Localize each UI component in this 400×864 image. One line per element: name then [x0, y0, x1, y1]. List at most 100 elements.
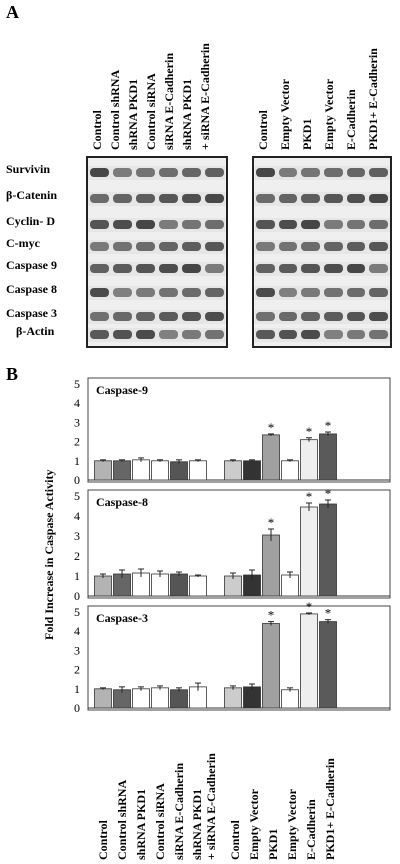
blot-band [324, 330, 343, 339]
blot-band [205, 264, 224, 273]
blot-band [90, 168, 109, 177]
blot-band [159, 330, 178, 339]
blot-row [88, 240, 226, 254]
bar [94, 575, 112, 597]
blot-band [324, 220, 343, 229]
blot-band [182, 312, 201, 321]
bar [243, 460, 261, 481]
y-tick-label: 3 [74, 643, 80, 657]
blot-band [301, 168, 320, 177]
protein-label: Caspase 8 [6, 282, 58, 296]
blot-band [346, 168, 366, 177]
bar [170, 461, 188, 481]
blot-band [159, 168, 178, 177]
protein-label: C-myc [6, 236, 40, 250]
blot-band [369, 330, 388, 339]
bar [281, 460, 299, 481]
bar [262, 434, 280, 481]
blot-band [136, 288, 155, 297]
blot-band [113, 168, 132, 177]
blot-row [88, 192, 226, 206]
blot-band [346, 220, 366, 229]
blot-row [88, 328, 226, 342]
blot-band [369, 242, 388, 251]
blot-band [346, 288, 366, 297]
blot-band [205, 168, 224, 177]
blot-band [205, 312, 224, 321]
blot-row [88, 286, 226, 300]
blot-band [90, 194, 109, 203]
blot-band [346, 242, 366, 251]
blot-band [324, 288, 343, 297]
blot-row [88, 166, 226, 180]
y-tick-label: 5 [74, 377, 80, 391]
blot-band [256, 242, 275, 251]
bar [243, 686, 261, 709]
bar [151, 460, 169, 481]
blot-band [301, 194, 320, 203]
blot-band [278, 168, 298, 177]
bar [224, 687, 242, 709]
panel-b-letter: B [6, 364, 19, 384]
bar [262, 534, 280, 597]
blot-band [205, 330, 224, 339]
blot-band [346, 330, 366, 339]
bar [319, 503, 337, 597]
blot-band [256, 264, 275, 273]
y-tick-label: 5 [74, 605, 80, 619]
bar [319, 621, 337, 709]
blot-band [136, 264, 155, 273]
significance-star: * [306, 599, 313, 614]
blot-band [159, 242, 178, 251]
bar [262, 623, 280, 709]
blot-band [136, 194, 155, 203]
blot-row [254, 328, 390, 342]
x-tick-label: shRNA PKD1 [134, 788, 148, 860]
bar [300, 506, 318, 597]
blot-band [369, 312, 388, 321]
blot-band [182, 220, 201, 229]
blot-band [301, 312, 320, 321]
x-tick-label: E-Cadherin [304, 799, 318, 860]
blot-band [136, 330, 155, 339]
y-tick-label: 1 [74, 569, 80, 583]
x-tick-label: PKD1+ E-Cadherin [323, 758, 337, 860]
bar [113, 460, 131, 481]
protein-label: Caspase 9 [6, 258, 58, 272]
blot-band [278, 264, 298, 273]
protein-label: β-Actin [16, 324, 55, 338]
bar [300, 613, 318, 709]
y-tick-label: 4 [74, 396, 80, 410]
blot-band [278, 220, 298, 229]
blot-row [254, 286, 390, 300]
blot-band [159, 312, 178, 321]
blot-band [369, 168, 388, 177]
blot-row [88, 262, 226, 276]
x-tick-label: Control [228, 820, 242, 860]
significance-star: * [268, 515, 275, 530]
y-tick-label: 4 [74, 509, 80, 523]
blot-band [136, 168, 155, 177]
significance-star: * [268, 608, 275, 623]
protein-label: Caspase 3 [6, 306, 58, 320]
bar [132, 688, 150, 709]
blot-band [256, 330, 275, 339]
blot-band [182, 264, 201, 273]
blot-band [256, 312, 275, 321]
blot-row [254, 192, 390, 206]
blot-band [324, 242, 343, 251]
bar [132, 459, 150, 481]
bar [94, 688, 112, 709]
bar [319, 433, 337, 481]
blot-band [113, 242, 132, 251]
blot-band [256, 220, 275, 229]
blot-band [136, 242, 155, 251]
blot-band [205, 242, 224, 251]
y-tick-label: 1 [74, 682, 80, 696]
blot-row [254, 262, 390, 276]
y-tick-label: 0 [74, 473, 80, 487]
x-tick-label: shRNA PKD1 [190, 788, 204, 860]
blot-band [182, 242, 201, 251]
blot-band [369, 288, 388, 297]
y-tick-label: 4 [74, 624, 80, 638]
